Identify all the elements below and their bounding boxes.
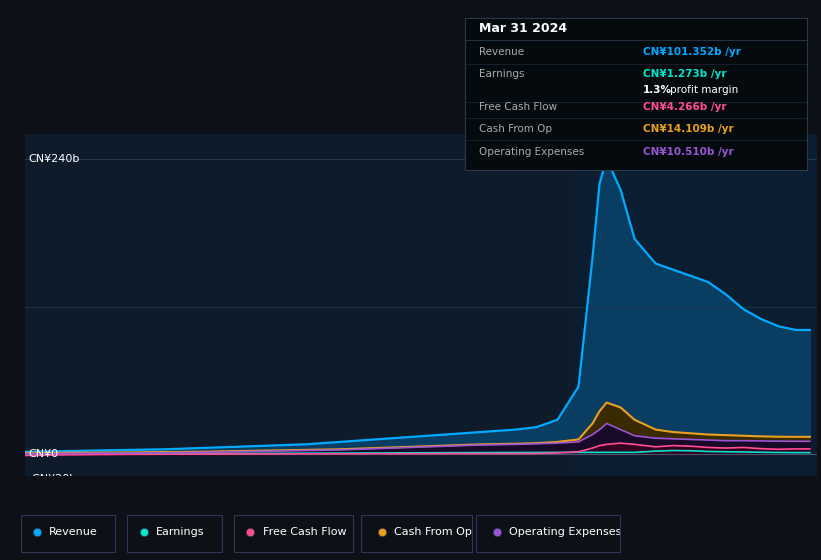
Bar [127,515,222,552]
Text: CN¥4.266b /yr: CN¥4.266b /yr [643,102,727,112]
Text: Operating Expenses: Operating Expenses [509,528,621,538]
Text: CN¥1.273b /yr: CN¥1.273b /yr [643,69,727,80]
Text: Operating Expenses: Operating Expenses [479,147,584,157]
Text: Earnings: Earnings [479,69,524,80]
Text: Mar 31 2024: Mar 31 2024 [479,22,566,35]
Bar [571,134,817,479]
Text: CN¥10.510b /yr: CN¥10.510b /yr [643,147,733,157]
Text: CN¥0: CN¥0 [29,449,59,459]
Text: profit margin: profit margin [670,85,738,95]
Text: Earnings: Earnings [156,528,204,538]
Bar [476,515,620,552]
Text: Free Cash Flow: Free Cash Flow [263,528,346,538]
Text: Free Cash Flow: Free Cash Flow [479,102,557,112]
Text: Revenue: Revenue [479,47,524,57]
Text: 1.3%: 1.3% [643,85,672,95]
Text: Cash From Op: Cash From Op [394,528,472,538]
Bar [361,515,472,552]
Bar [21,515,115,552]
Text: Revenue: Revenue [49,528,98,538]
Bar [234,515,353,552]
Text: CN¥240b: CN¥240b [29,154,80,164]
Text: CN¥101.352b /yr: CN¥101.352b /yr [643,47,741,57]
Text: -CN¥20b: -CN¥20b [29,474,77,484]
Text: CN¥14.109b /yr: CN¥14.109b /yr [643,124,733,134]
Text: Cash From Op: Cash From Op [479,124,552,134]
